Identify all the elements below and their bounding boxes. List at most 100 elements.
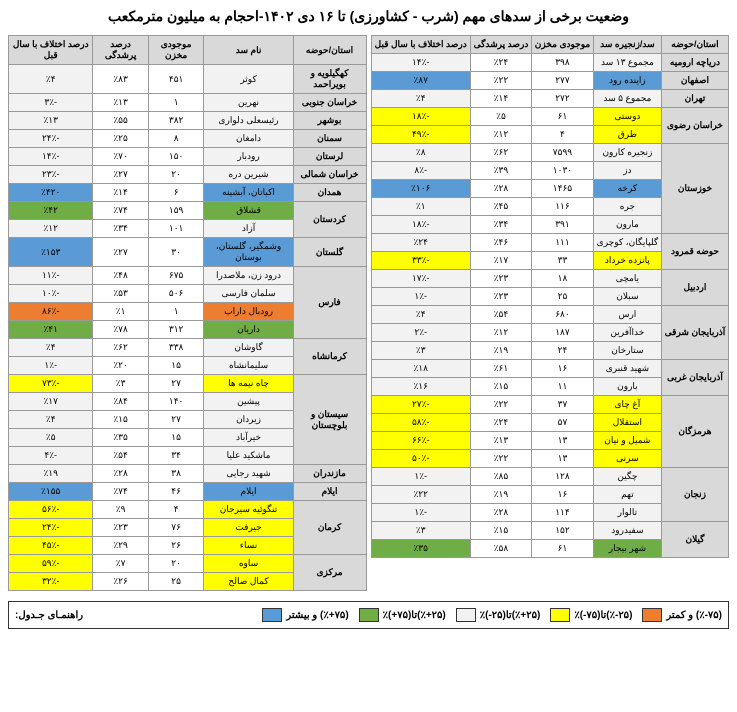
diff-cell: ٪۱۶ (371, 378, 470, 396)
fill-cell: ٪۱۷ (470, 252, 531, 270)
province-cell: کردستان (293, 202, 366, 238)
dam-cell: شهر بیجار (593, 540, 661, 558)
diff-cell: -۱۱٪ (9, 267, 93, 285)
dam-cell: طرق (593, 126, 661, 144)
legend-label-text: (۲۵+٪)تا(۲۵-)٪ (480, 610, 541, 621)
header-volume: موجودی مخزن (148, 36, 204, 65)
table-row: گیلانسفیدرود۱۵۲٪۱۵٪۳ (371, 522, 729, 540)
diff-cell: -۱۸٪ (371, 108, 470, 126)
left-table-col: استان/حوضه نام سد موجودی مخزن درصد پرشدگ… (8, 35, 367, 591)
province-cell: دریاچه ارومیه (661, 54, 728, 72)
vol-cell: ۲۷۷ (532, 72, 594, 90)
fill-cell: ٪۲۸ (470, 504, 531, 522)
dam-cell: چگین (593, 468, 661, 486)
tables-container: استان/حوضه سد/زنجیره سد موجودی مخزن درصد… (8, 35, 729, 591)
province-cell: مرکزی (293, 555, 366, 591)
dam-cell: نهرین (204, 94, 293, 112)
dam-cell: وشمگیر، گلستان، بوستان (204, 238, 293, 267)
diff-cell: -۵۰٪ (371, 450, 470, 468)
province-cell: سمنان (293, 130, 366, 148)
fill-cell: ٪۷ (93, 555, 148, 573)
legend-title: راهنمـای جـدول: (15, 610, 83, 621)
diff-cell: -۷۳٪ (9, 375, 93, 393)
dam-cell: استقلال (593, 414, 661, 432)
legend-swatch (550, 608, 570, 622)
dam-cell: رودبار (204, 148, 293, 166)
diff-cell: ٪۱۵۵ (9, 483, 93, 501)
table-row: تهرانمجموع ۵ سد۲۷۲٪۱۴٪۴ (371, 90, 729, 108)
dam-cell: پانزده خرداد (593, 252, 661, 270)
province-cell: خراسان رضوی (661, 108, 728, 144)
province-cell: بوشهر (293, 112, 366, 130)
province-cell: آذربایجان شرقی (661, 306, 728, 360)
dam-cell: شهید قنبری (593, 360, 661, 378)
table-row: ایلامایلام۴۶٪۷۴٪۱۵۵ (9, 483, 367, 501)
province-cell: کرمانشاه (293, 339, 366, 375)
fill-cell: ٪۸۴ (93, 393, 148, 411)
vol-cell: ۴ (148, 501, 204, 519)
vol-cell: ۳۹۸ (532, 54, 594, 72)
dam-cell: تنگوئیه سیرجان (204, 501, 293, 519)
fill-cell: ٪۲۲ (470, 396, 531, 414)
dam-cell: داریان (204, 321, 293, 339)
dam-cell: مارون (593, 216, 661, 234)
vol-cell: ۱۰۱ (148, 220, 204, 238)
diff-cell: -۱٪ (371, 504, 470, 522)
dam-cell: خداآفرین (593, 324, 661, 342)
dam-cell: قشلاق (204, 202, 293, 220)
table-row: فارسدرود زن، ملاصدرا۶۷۵٪۴۸-۱۱٪ (9, 267, 367, 285)
diff-cell: ٪۳ (371, 342, 470, 360)
fill-cell: ٪۹ (93, 501, 148, 519)
dam-cell: خیرآباد (204, 429, 293, 447)
header-province: استان/حوضه (293, 36, 366, 65)
table-row: مازندرانشهید رجایی۳۸٪۲۸٪۱۹ (9, 465, 367, 483)
province-cell: خراسان جنوبی (293, 94, 366, 112)
table-row: کهگیلویه و بویراحمدکوثر۴۵۱٪۸۳٪۴ (9, 65, 367, 94)
legend-item: (۲۵+٪)تا(۲۵-)٪ (456, 608, 541, 622)
diff-cell: -۱۰٪ (9, 285, 93, 303)
fill-cell: ٪۶۲ (470, 144, 531, 162)
diff-cell: -۳٪ (9, 94, 93, 112)
header-dam: سد/زنجیره سد (593, 36, 661, 54)
vol-cell: ۲۴ (532, 342, 594, 360)
vol-cell: ۱۳ (532, 432, 594, 450)
diff-cell: -۱۴٪ (371, 54, 470, 72)
table-row: اردبیلیامچی۱۸٪۲۳-۱۷٪ (371, 270, 729, 288)
fill-cell: ٪۲۸ (470, 180, 531, 198)
dam-cell: کمال صالح (204, 573, 293, 591)
table-row: بوشهررئیسعلی دلواری۳۸۲٪۵۵٪۱۳ (9, 112, 367, 130)
diff-cell: -۱٪ (371, 288, 470, 306)
left-table: استان/حوضه نام سد موجودی مخزن درصد پرشدگ… (8, 35, 367, 591)
diff-cell: ٪۴ (371, 306, 470, 324)
fill-cell: ٪۳ (93, 375, 148, 393)
dam-cell: آغ چای (593, 396, 661, 414)
header-fill: درصد پرشدگی (470, 36, 531, 54)
table-row: اصفهانزاینده رود۲۷۷٪۲۲٪۸۷ (371, 72, 729, 90)
table-row: دریاچه ارومیهمجموع ۱۳ سد۳۹۸٪۲۴-۱۴٪ (371, 54, 729, 72)
diff-cell: ٪۱۵۳ (9, 238, 93, 267)
fill-cell: ٪۱۳ (93, 94, 148, 112)
dam-cell: پیشین (204, 393, 293, 411)
vol-cell: ۲۰ (148, 166, 204, 184)
vol-cell: ۴ (532, 126, 594, 144)
fill-cell: ٪۱۲ (470, 126, 531, 144)
province-cell: تهران (661, 90, 728, 108)
legend-item: (۲۵+٪)تا(۷۵+)٪ (359, 608, 446, 622)
diff-cell: -۲۳٪ (9, 166, 93, 184)
dam-cell: بارون (593, 378, 661, 396)
diff-cell: -۲۴٪ (9, 130, 93, 148)
vol-cell: ۵۰۶ (148, 285, 204, 303)
vol-cell: ۲۶ (148, 537, 204, 555)
fill-cell: ٪۷۴ (93, 202, 148, 220)
diff-cell: ٪۱۹ (9, 465, 93, 483)
right-table: استان/حوضه سد/زنجیره سد موجودی مخزن درصد… (371, 35, 730, 558)
legend: (۷۵-٪) و کمتر(۲۵-٪)تا(۷۵-)٪(۲۵+٪)تا(۲۵-)… (8, 601, 729, 629)
table-row: لرستانرودبار۱۵۰٪۷۰-۱۴٪ (9, 148, 367, 166)
table-row: آذربایجان غربیشهید قنبری۱۶٪۶۱٪۱۸ (371, 360, 729, 378)
dam-cell: دز (593, 162, 661, 180)
fill-cell: ٪۱۴ (470, 90, 531, 108)
header-dam2: نام سد (204, 36, 293, 65)
vol-cell: ۶۱ (532, 108, 594, 126)
vol-cell: ۶۸۰ (532, 306, 594, 324)
table-row: خراسان شمالیشیرین دره۲۰٪۲۷-۲۳٪ (9, 166, 367, 184)
